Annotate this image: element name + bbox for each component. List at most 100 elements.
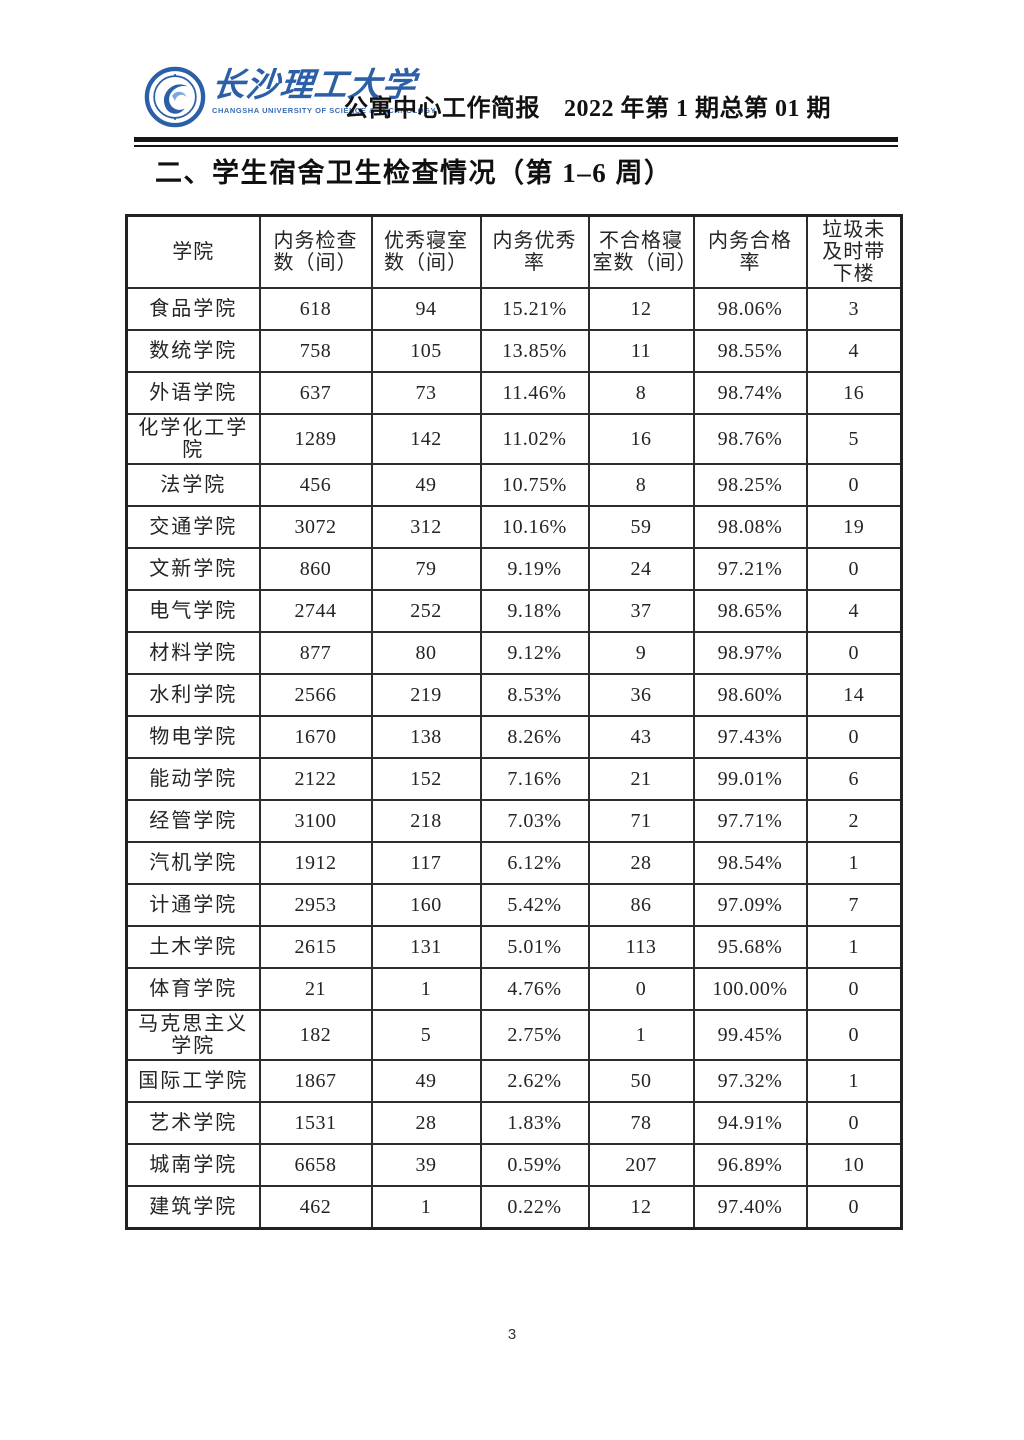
value-cell: 6 [805,757,903,801]
value-cell: 4 [805,329,903,373]
column-header: 不合格寝 室数（间） [587,214,695,289]
value-cell: 1912 [258,841,373,885]
table-row: 体育学院 21 1 4.76% 0 100.00% 0 [125,967,903,1011]
value-cell: 6658 [258,1143,373,1187]
value-cell: 13.85% [479,329,590,373]
value-cell: 2.75% [479,1009,590,1061]
issue-info: 2022 年第 1 期总第 01 期 [564,96,831,122]
value-cell: 16 [805,371,903,415]
table-row: 数统学院 758 105 13.85% 11 98.55% 4 [125,329,903,373]
value-cell: 98.74% [692,371,808,415]
value-cell: 98.97% [692,631,808,675]
table-row: 交通学院 3072 312 10.16% 59 98.08% 19 [125,505,903,549]
value-cell: 9.19% [479,547,590,591]
value-cell: 15.21% [479,287,590,331]
value-cell: 0.59% [479,1143,590,1187]
table-row: 法学院 456 49 10.75% 8 98.25% 0 [125,463,903,507]
value-cell: 10.16% [479,505,590,549]
value-cell: 11 [587,329,695,373]
table-row: 化学化工学院 1289 142 11.02% 16 98.76% 5 [125,413,903,465]
value-cell: 21 [587,757,695,801]
value-cell: 11.46% [479,371,590,415]
value-cell: 7.03% [479,799,590,843]
value-cell: 1 [370,967,482,1011]
value-cell: 160 [370,883,482,927]
table-row: 材料学院 877 80 9.12% 9 98.97% 0 [125,631,903,675]
table-row: 外语学院 637 73 11.46% 8 98.74% 16 [125,371,903,415]
college-cell: 经管学院 [125,799,261,843]
masthead: 长沙理工大学 CHANGSHA UNIVERSITY OF SCIENCE & … [140,64,900,136]
column-header: 内务检查 数（间） [258,214,373,289]
value-cell: 1289 [258,413,373,465]
value-cell: 0 [805,463,903,507]
value-cell: 1 [805,925,903,969]
college-cell: 计通学院 [125,883,261,927]
university-name-en: CHANGSHA UNIVERSITY OF SCIENCE & TECHNOL… [212,106,437,115]
value-cell: 94 [370,287,482,331]
value-cell: 8.53% [479,673,590,717]
value-cell: 142 [370,413,482,465]
section-title: 二、学生宿舍卫生检查情况（第 1–6 周） [155,158,673,188]
value-cell: 37 [587,589,695,633]
value-cell: 95.68% [692,925,808,969]
value-cell: 2.62% [479,1059,590,1103]
value-cell: 97.71% [692,799,808,843]
value-cell: 49 [370,463,482,507]
value-cell: 11.02% [479,413,590,465]
value-cell: 98.06% [692,287,808,331]
value-cell: 152 [370,757,482,801]
value-cell: 9.12% [479,631,590,675]
college-cell: 外语学院 [125,371,261,415]
value-cell: 12 [587,1185,695,1229]
university-emblem-icon [144,66,206,128]
value-cell: 3 [805,287,903,331]
value-cell: 24 [587,547,695,591]
value-cell: 36 [587,673,695,717]
table-row: 水利学院 2566 219 8.53% 36 98.60% 14 [125,673,903,717]
college-cell: 水利学院 [125,673,261,717]
value-cell: 98.08% [692,505,808,549]
value-cell: 16 [587,413,695,465]
value-cell: 99.01% [692,757,808,801]
college-cell: 食品学院 [125,287,261,331]
value-cell: 98.60% [692,673,808,717]
college-cell: 艺术学院 [125,1101,261,1145]
value-cell: 98.25% [692,463,808,507]
value-cell: 86 [587,883,695,927]
college-cell: 文新学院 [125,547,261,591]
value-cell: 113 [587,925,695,969]
table-row: 城南学院 6658 39 0.59% 207 96.89% 10 [125,1143,903,1187]
college-cell: 交通学院 [125,505,261,549]
value-cell: 2744 [258,589,373,633]
value-cell: 877 [258,631,373,675]
table-row: 国际工学院 1867 49 2.62% 50 97.32% 1 [125,1059,903,1103]
page-number: 3 [507,1326,517,1343]
value-cell: 462 [258,1185,373,1229]
value-cell: 2566 [258,673,373,717]
value-cell: 12 [587,287,695,331]
value-cell: 71 [587,799,695,843]
value-cell: 9.18% [479,589,590,633]
value-cell: 0 [805,715,903,759]
value-cell: 456 [258,463,373,507]
value-cell: 28 [587,841,695,885]
value-cell: 5 [805,413,903,465]
value-cell: 97.32% [692,1059,808,1103]
college-cell: 城南学院 [125,1143,261,1187]
value-cell: 1 [805,1059,903,1103]
value-cell: 1670 [258,715,373,759]
value-cell: 80 [370,631,482,675]
value-cell: 618 [258,287,373,331]
value-cell: 0 [805,1009,903,1061]
table-row: 经管学院 3100 218 7.03% 71 97.71% 2 [125,799,903,843]
table-body: 食品学院 618 94 15.21% 12 98.06% 3 数统学院 758 105 13.85%… [125,287,903,1229]
value-cell: 19 [805,505,903,549]
value-cell: 7 [805,883,903,927]
table-row: 土木学院 2615 131 5.01% 113 95.68% 1 [125,925,903,969]
table-row: 电气学院 2744 252 9.18% 37 98.65% 4 [125,589,903,633]
value-cell: 0 [805,967,903,1011]
value-cell: 1 [370,1185,482,1229]
value-cell: 98.65% [692,589,808,633]
value-cell: 2615 [258,925,373,969]
